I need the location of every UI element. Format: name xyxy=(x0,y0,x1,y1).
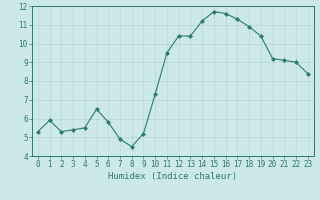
X-axis label: Humidex (Indice chaleur): Humidex (Indice chaleur) xyxy=(108,172,237,181)
